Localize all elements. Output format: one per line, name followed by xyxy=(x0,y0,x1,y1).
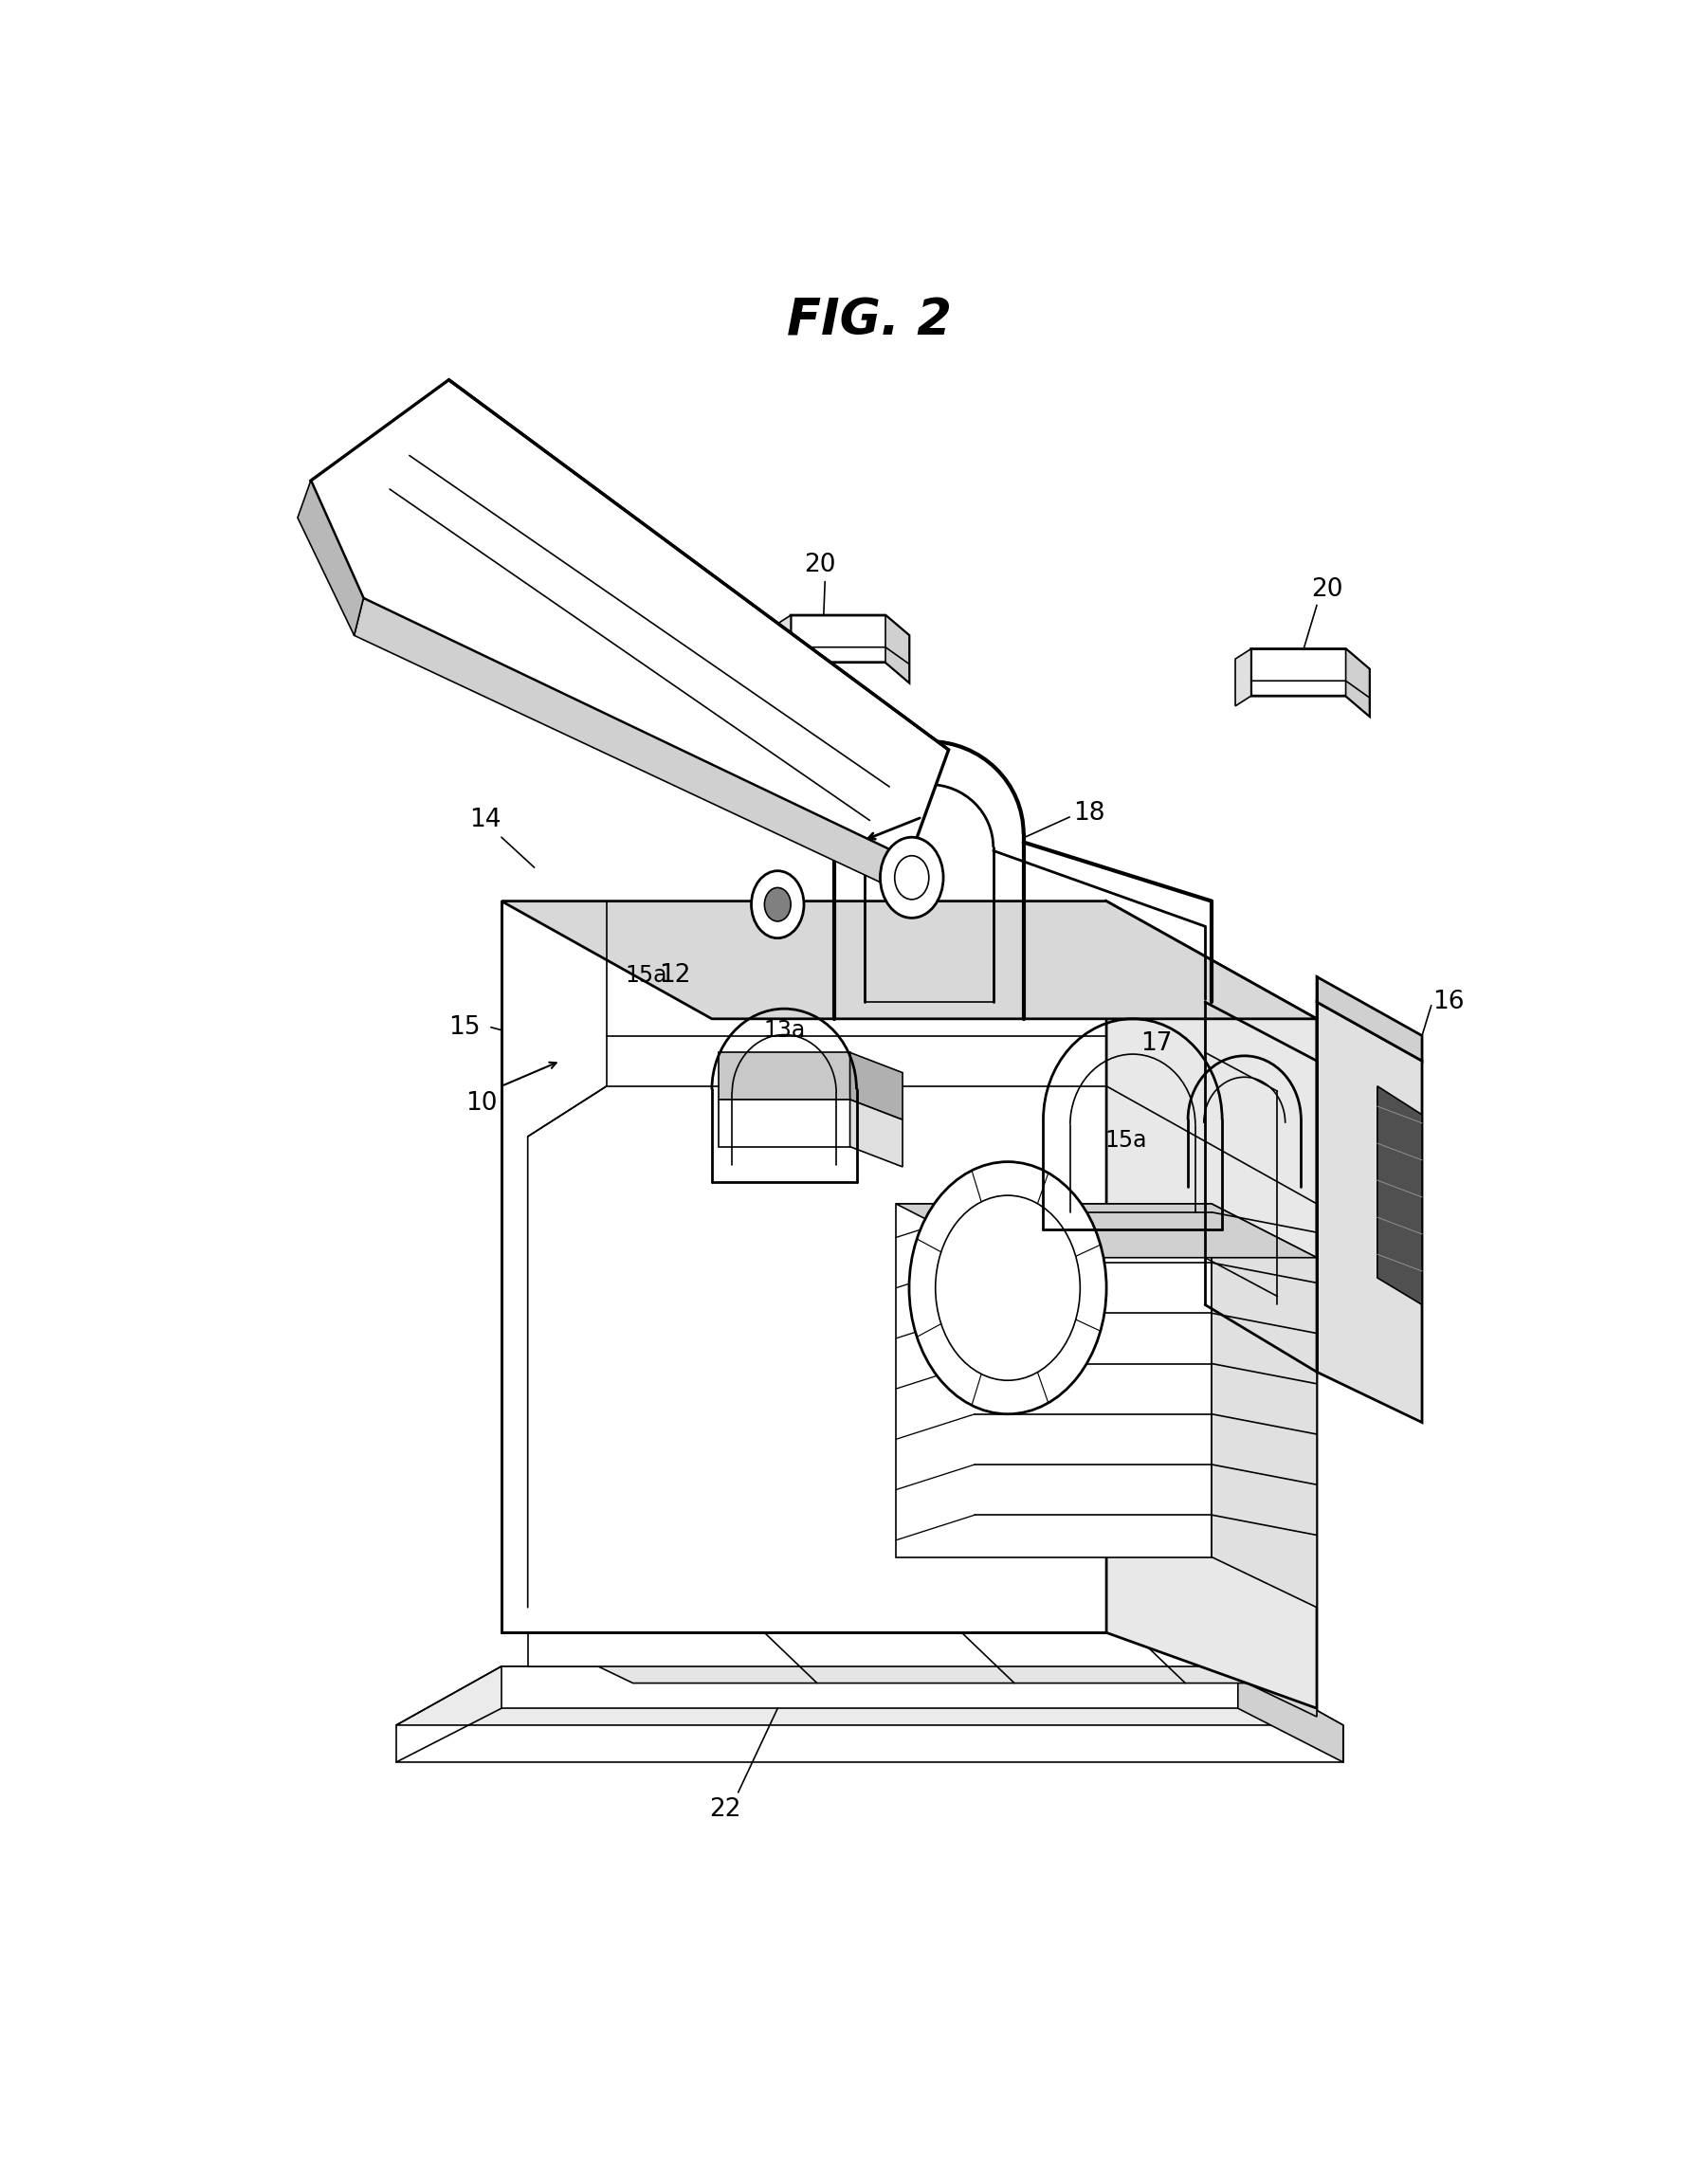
Text: 10: 10 xyxy=(466,1090,497,1116)
Polygon shape xyxy=(717,1099,850,1147)
Circle shape xyxy=(880,836,943,917)
Polygon shape xyxy=(1345,649,1369,716)
Text: 20: 20 xyxy=(1311,579,1343,603)
Text: 14: 14 xyxy=(470,808,502,832)
Polygon shape xyxy=(775,616,790,673)
Polygon shape xyxy=(297,480,363,636)
Polygon shape xyxy=(395,1666,1343,1725)
Polygon shape xyxy=(1316,976,1421,1061)
Text: 16: 16 xyxy=(1431,989,1464,1013)
Polygon shape xyxy=(1250,649,1369,716)
Polygon shape xyxy=(354,598,909,893)
Polygon shape xyxy=(1211,1634,1316,1717)
Polygon shape xyxy=(895,1203,1316,1258)
Polygon shape xyxy=(1106,902,1316,1708)
Polygon shape xyxy=(1235,649,1250,705)
Circle shape xyxy=(909,1162,1106,1413)
Text: 17: 17 xyxy=(1140,1031,1172,1057)
Text: 22: 22 xyxy=(709,1797,741,1821)
Polygon shape xyxy=(850,1053,902,1120)
Polygon shape xyxy=(717,1053,850,1099)
Text: FIG. 2: FIG. 2 xyxy=(787,297,951,345)
Polygon shape xyxy=(1377,1085,1421,1304)
Polygon shape xyxy=(1211,1203,1316,1607)
Circle shape xyxy=(763,887,790,922)
Polygon shape xyxy=(502,1666,1238,1708)
Polygon shape xyxy=(502,902,1106,1634)
Text: 13a: 13a xyxy=(763,1020,804,1042)
Text: 18: 18 xyxy=(1074,802,1104,826)
Polygon shape xyxy=(885,616,909,681)
Text: 13b: 13b xyxy=(763,1064,806,1088)
Text: 15a: 15a xyxy=(1104,1129,1146,1151)
Text: 21: 21 xyxy=(548,494,580,518)
Text: 20: 20 xyxy=(804,553,834,577)
Circle shape xyxy=(751,871,804,939)
Polygon shape xyxy=(527,1634,1316,1684)
Polygon shape xyxy=(850,1099,902,1166)
Polygon shape xyxy=(895,1203,1211,1557)
Polygon shape xyxy=(790,616,909,681)
Text: 12: 12 xyxy=(658,963,690,987)
Text: 13: 13 xyxy=(1130,1330,1162,1354)
Polygon shape xyxy=(1238,1666,1343,1762)
Polygon shape xyxy=(1316,1002,1421,1422)
Polygon shape xyxy=(310,380,948,858)
Text: 15: 15 xyxy=(448,1016,480,1040)
Polygon shape xyxy=(502,902,1316,1018)
Polygon shape xyxy=(527,1634,1211,1666)
Text: 15a: 15a xyxy=(624,963,667,987)
